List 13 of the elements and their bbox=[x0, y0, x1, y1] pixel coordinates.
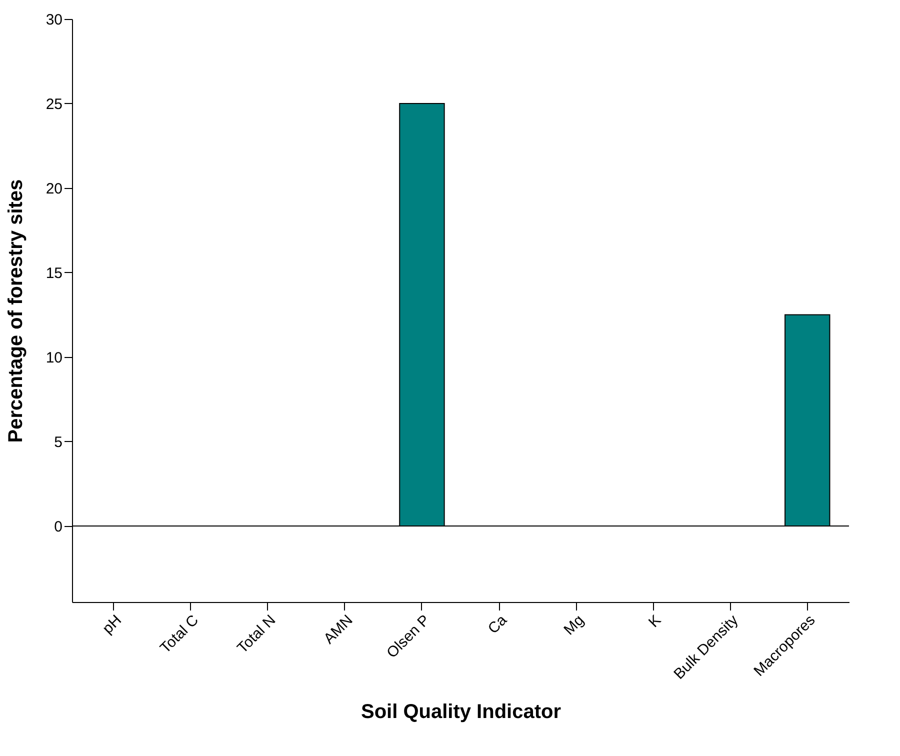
x-tick-label: Ca bbox=[484, 611, 511, 638]
y-axis-title: Percentage of forestry sites bbox=[4, 179, 27, 443]
x-tick-label: Mg bbox=[560, 612, 588, 639]
y-tick-label: 25 bbox=[46, 96, 62, 113]
x-axis-title: Soil Quality Indicator bbox=[360, 701, 562, 724]
y-tick-label: 30 bbox=[46, 12, 62, 28]
y-tick-label: 5 bbox=[54, 434, 62, 451]
x-tick-label: pH bbox=[99, 612, 125, 638]
y-tick-label: 20 bbox=[46, 180, 62, 198]
y-tick-label: 0 bbox=[54, 518, 62, 536]
y-tick-label: 10 bbox=[46, 349, 62, 366]
x-tick-label: K bbox=[645, 612, 665, 631]
y-tick-label: 15 bbox=[46, 264, 62, 282]
